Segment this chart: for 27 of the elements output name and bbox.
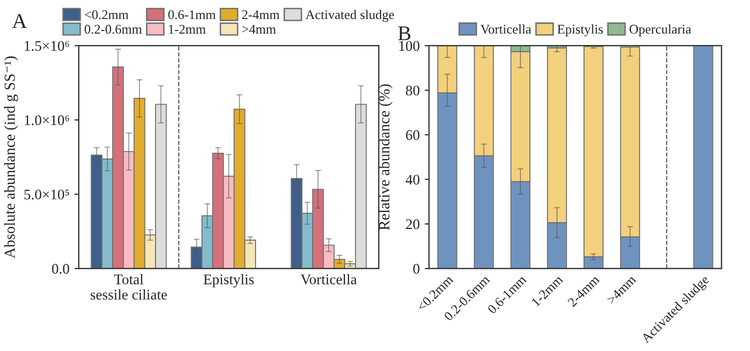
y-tick-label: 20 xyxy=(406,219,420,230)
y-tick-label: 40 xyxy=(406,174,420,185)
x-tick-label: Total sessile ciliate xyxy=(90,274,167,300)
y-axis-title: Absolute abundance (ind g SS⁻¹) xyxy=(4,56,18,258)
y-tick-label: 1.5×10⁶ xyxy=(24,40,70,51)
chart-title: A xyxy=(12,14,27,28)
legend-label: 2-4mm xyxy=(242,10,280,20)
chart-title: B xyxy=(398,26,410,40)
legend-label: 0.6-1mm xyxy=(168,10,216,20)
y-tick-label: 1.0×10⁶ xyxy=(24,115,70,126)
legend-label: >4mm xyxy=(242,24,276,34)
legend-label: Activated sludge xyxy=(306,10,394,22)
y-tick-label: 0 xyxy=(413,264,420,274)
x-tick-label: Vorticella xyxy=(300,274,357,284)
y-tick-label: 0.0 xyxy=(52,264,70,274)
y-axis-title: Relative abundance (%) xyxy=(378,84,393,230)
legend-label: Vorticella xyxy=(480,24,532,34)
legend-label: Epistylis xyxy=(557,24,603,36)
y-tick-label: 5.0×10⁵ xyxy=(24,190,70,200)
legend-label: 1-2mm xyxy=(168,24,206,34)
y-tick-label: 60 xyxy=(406,130,420,140)
legend-label: <0.2mm xyxy=(84,10,128,20)
legend-label: 0.2-0.6mm xyxy=(84,24,142,34)
y-tick-label: 100 xyxy=(399,40,420,51)
legend-label: Opercularia xyxy=(630,24,692,36)
x-tick-label: Epistylis xyxy=(204,274,254,288)
y-tick-label: 80 xyxy=(406,86,420,96)
